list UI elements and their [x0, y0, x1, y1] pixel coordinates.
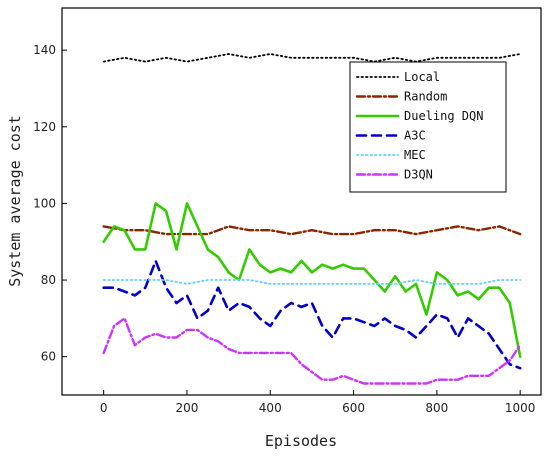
x-tick-label: 0 — [100, 401, 108, 415]
x-tick-label: 200 — [176, 401, 199, 415]
x-tick-label: 400 — [259, 401, 282, 415]
x-tick-label: 1000 — [505, 401, 536, 415]
series-line-random — [102, 225, 522, 236]
legend-label-mec: MEC — [404, 148, 426, 162]
y-tick-label: 120 — [33, 120, 56, 134]
series-line-d3qn — [102, 317, 522, 385]
legend-label-random: Random — [404, 90, 447, 104]
y-tick-label: 60 — [41, 350, 56, 364]
series-layer — [102, 53, 522, 385]
legend-label-d3qn: D3QN — [404, 168, 433, 182]
legend: Local Random Dueling DQN A3C MEC D3QN — [349, 61, 507, 193]
legend-label-local: Local — [404, 70, 440, 84]
x-tick-label: 800 — [425, 401, 448, 415]
legend-label-a3c: A3C — [404, 129, 426, 143]
legend-items: Local Random Dueling DQN A3C MEC D3QN — [355, 70, 483, 182]
y-tick-label: 100 — [33, 196, 56, 210]
y-tick-label: 140 — [33, 43, 56, 57]
x-tick-label: 600 — [342, 401, 365, 415]
series-line-local — [102, 53, 522, 63]
x-axis-label: Episodes — [265, 432, 337, 450]
legend-label-dueling-dqn: Dueling DQN — [404, 109, 483, 123]
y-tick-label: 80 — [41, 273, 56, 287]
legend-box — [349, 61, 507, 193]
ticks-layer: 0 200 400 600 800 1000 60 80 100 120 140 — [33, 43, 535, 415]
series-line-a3c — [102, 259, 522, 370]
series-line-dueling-dqn — [102, 202, 522, 358]
series-line-mec — [102, 279, 522, 285]
plot-frame — [61, 7, 542, 396]
y-axis-label: System average cost — [6, 115, 24, 287]
